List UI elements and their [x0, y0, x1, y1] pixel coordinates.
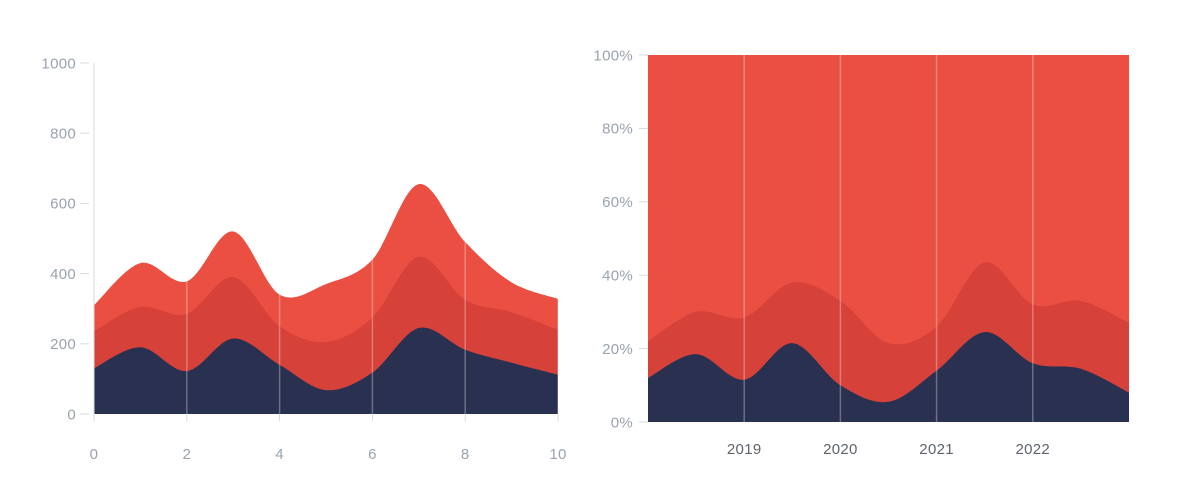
x-axis-tick-label: 8 — [461, 446, 470, 463]
x-axis-tick-label: 0 — [90, 446, 99, 463]
y-axis-tick-label: 400 — [50, 266, 76, 283]
chart-stacked-area-absolute: 1000 800 600 400 200 0 0 2 4 6 8 10 — [41, 55, 566, 463]
x-axis-tick-label: 2021 — [919, 441, 954, 458]
x-axis-tick-label: 2019 — [727, 441, 762, 458]
x-axis-tick-label: 2 — [182, 446, 191, 463]
y-axis-tick-label: 200 — [50, 336, 76, 353]
x-axis-tick-label: 2020 — [823, 441, 858, 458]
y-axis-tick-label: 100% — [593, 47, 633, 64]
y-axis-tick-label: 800 — [50, 125, 76, 142]
y-axis-tick-label: 0% — [611, 414, 633, 431]
y-axis-tick-label: 60% — [602, 194, 633, 211]
y-axis-tick-label: 80% — [602, 121, 633, 138]
y-axis-tick-label: 1000 — [41, 55, 76, 72]
x-axis-tick-label: 10 — [549, 446, 566, 463]
x-axis-tick-label: 4 — [275, 446, 284, 463]
chart-stacked-area-percent: 100% 80% 60% 40% 20% 0% 2019 2020 2021 2022 — [593, 47, 1129, 458]
area-series-bottom-dark-navy — [94, 327, 558, 414]
x-axis-tick-label: 2022 — [1016, 441, 1051, 458]
y-axis-tick-label: 40% — [602, 267, 633, 284]
y-axis-tick-label: 0 — [67, 406, 76, 423]
y-axis-tick-label: 20% — [602, 341, 633, 358]
y-axis-tick-label: 600 — [50, 196, 76, 213]
area-series-bottom-dark-navy — [648, 332, 1129, 422]
x-axis-tick-label: 6 — [368, 446, 377, 463]
